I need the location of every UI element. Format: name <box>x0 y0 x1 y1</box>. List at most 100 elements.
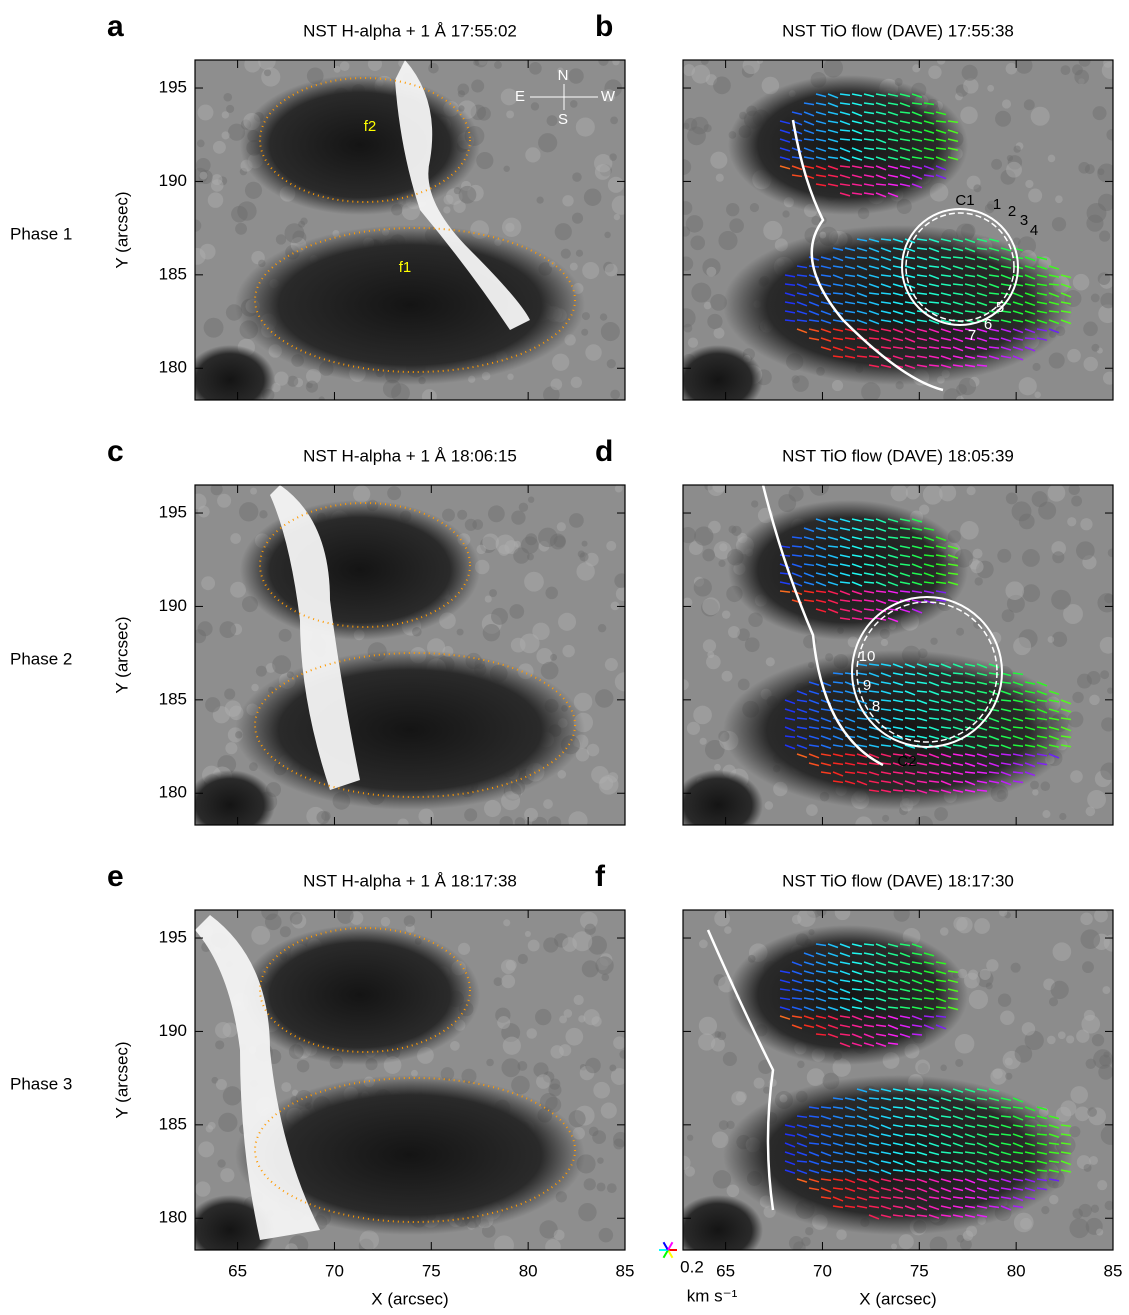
texture <box>1025 179 1034 189</box>
flow-arrow <box>964 1097 976 1102</box>
flow-arrow <box>1036 1187 1048 1191</box>
flow-arrow <box>875 174 887 180</box>
annotation: 3 <box>1020 212 1028 229</box>
flow-arrow <box>880 310 892 315</box>
flow-arrow <box>935 988 947 992</box>
flow-arrow <box>1048 735 1060 741</box>
flow-arrow <box>916 690 928 693</box>
texture <box>493 977 503 987</box>
texture <box>793 1241 806 1250</box>
flow-arrow <box>1024 1196 1036 1200</box>
flow-arrow <box>988 301 1000 304</box>
flow-arrow <box>827 952 839 958</box>
flow-arrow <box>880 744 892 748</box>
frame <box>682 484 1114 826</box>
flow-arrow <box>1000 1196 1012 1200</box>
annotation: 9 <box>863 677 871 694</box>
flow-arrow <box>784 1142 796 1148</box>
flow-arrow <box>863 545 875 549</box>
flow-arrow <box>916 1178 928 1184</box>
flow-arrow <box>791 563 803 568</box>
flow-arrow <box>904 690 916 696</box>
texture <box>713 76 731 95</box>
texture <box>503 919 511 927</box>
texture <box>698 1016 718 1036</box>
texture <box>943 388 961 400</box>
texture <box>562 644 575 658</box>
flow-arrow <box>880 789 892 793</box>
flow-arrow <box>1000 1124 1012 1129</box>
flow-arrow <box>827 183 839 187</box>
texture <box>1011 501 1032 522</box>
flow-arrow <box>856 1187 868 1192</box>
flow-arrow <box>964 238 976 244</box>
flow-arrow <box>887 138 899 142</box>
texture <box>729 218 744 233</box>
flow-arrow <box>964 717 976 722</box>
texture <box>763 220 783 241</box>
texture <box>524 807 538 822</box>
flow-arrow <box>911 961 923 965</box>
texture <box>1072 273 1090 291</box>
flow-arrow <box>976 364 988 367</box>
flow-arrow <box>1000 265 1012 269</box>
flow-arrow <box>928 789 940 793</box>
flow-arrow <box>880 1142 892 1147</box>
texture <box>1001 609 1015 623</box>
texture <box>579 1065 595 1081</box>
flow-arrow <box>887 1024 899 1030</box>
flow-arrow <box>1012 1097 1024 1103</box>
texture <box>763 1086 771 1094</box>
texture <box>700 60 709 65</box>
texture <box>1047 636 1055 643</box>
texture <box>519 633 540 654</box>
texture <box>613 1036 625 1050</box>
flow-arrow <box>947 572 959 576</box>
flow-arrow <box>976 1088 988 1092</box>
umbra <box>235 1075 585 1235</box>
flow-arrow <box>863 563 875 567</box>
texture <box>744 637 760 653</box>
frame <box>194 909 626 1251</box>
flow-arrow <box>875 599 887 605</box>
texture <box>966 1225 978 1237</box>
flow-arrow <box>940 1160 952 1164</box>
flow-arrow <box>916 292 928 295</box>
texture <box>1107 548 1113 558</box>
flow-arrow <box>851 572 863 576</box>
texture <box>595 689 614 708</box>
flow-arrow <box>820 274 832 278</box>
flow-arrow <box>827 111 839 116</box>
flow-arrow <box>880 292 892 295</box>
flow-arrow <box>1048 265 1060 270</box>
texture <box>476 152 494 170</box>
texture <box>558 612 577 631</box>
texture <box>809 485 829 496</box>
texture <box>1048 997 1059 1007</box>
texture <box>525 147 541 163</box>
flow-arrow <box>988 265 1000 271</box>
texture <box>500 88 518 106</box>
texture <box>1040 781 1051 792</box>
flow-arrow <box>923 970 935 975</box>
flow-arrow <box>940 762 952 767</box>
texture <box>604 231 611 239</box>
flow-arrow <box>815 1015 827 1020</box>
flow-arrow <box>839 138 851 141</box>
flow-arrow <box>856 753 868 758</box>
flow-arrow <box>868 1115 880 1120</box>
flow-arrow <box>916 771 928 775</box>
flow-arrow <box>863 518 875 522</box>
flow-arrow <box>808 735 820 740</box>
flow-arrow <box>964 771 976 774</box>
texture <box>583 188 602 206</box>
flow-arrow <box>863 102 875 106</box>
flow-arrow <box>803 1015 815 1020</box>
texture <box>533 1062 549 1078</box>
texture <box>457 509 468 520</box>
flow-arrow <box>820 753 832 757</box>
flow-arrow <box>952 283 964 286</box>
texture <box>261 67 281 87</box>
umbra <box>728 75 968 215</box>
texture <box>548 1078 561 1090</box>
